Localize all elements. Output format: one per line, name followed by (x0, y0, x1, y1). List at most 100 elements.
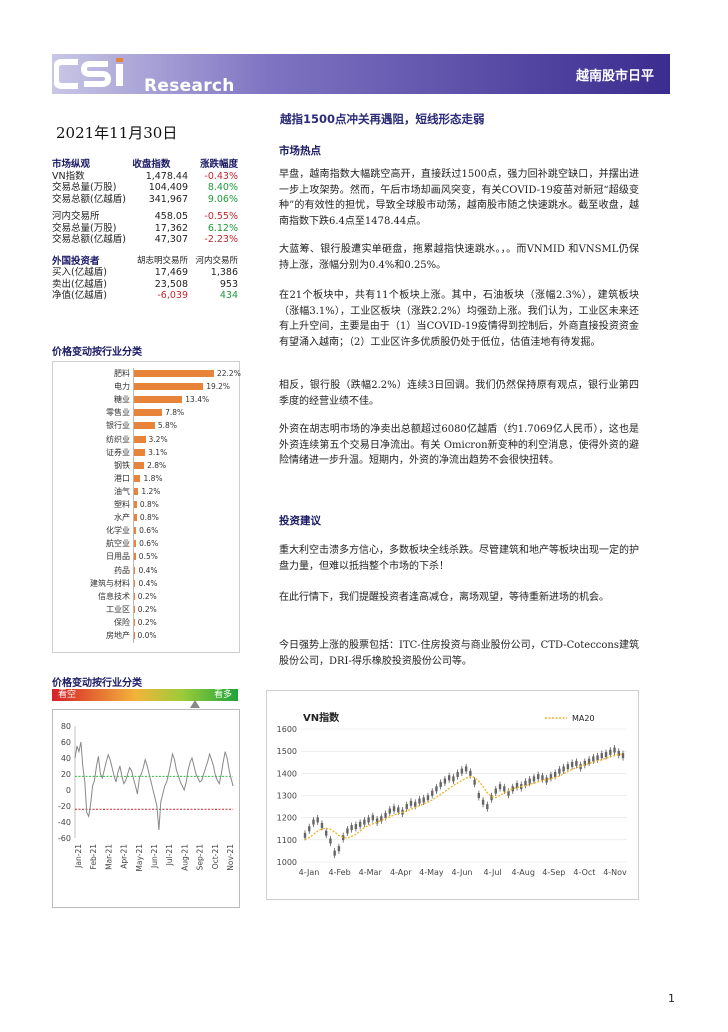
osc-y-tick: 0 (66, 786, 71, 795)
bar (134, 474, 141, 482)
vn-candle (308, 826, 311, 832)
osc-y-tick: 80 (61, 722, 71, 731)
row-value: 47,307 (154, 234, 188, 245)
bar-value-label: 1.2% (141, 486, 161, 496)
bar-category-label: 零售业 (106, 408, 130, 418)
vn-candle (426, 795, 430, 801)
bar-value-label: 0.2% (137, 604, 157, 614)
bar (134, 605, 135, 613)
foreign-header-row: 外国投资者 胡志明交易所 河内交易所 (52, 256, 238, 268)
bar-value-label: 3.1% (148, 447, 168, 457)
bar-value-label: 3.2% (148, 434, 168, 444)
row-value: 104,409 (148, 182, 188, 193)
headline: 越指1500点冲关再遇阻，短线形态走弱 (280, 112, 485, 126)
vn-candle (435, 786, 438, 792)
vn-candle (443, 778, 447, 784)
vn-x-tick: 4-Feb (329, 868, 351, 877)
row-label: 交易总额(亿越盾) (52, 193, 126, 205)
table-row: 交易总额(亿越盾) 341,967 9.06% (52, 194, 238, 206)
vn-y-tick: 1200 (277, 814, 297, 823)
vn-candle (456, 771, 459, 777)
bar-category-label: 证券业 (106, 447, 130, 457)
paragraph-2: 大蓝筹、银行股遭实单砸盘，拖累越指快速跳水。，。而VNMID 和VNSML仍保持… (279, 244, 639, 271)
osc-x-tick: Apr-21 (120, 844, 129, 869)
market-overview-table: 市场纵观 收盘指数 涨跌幅度 VN指数 1,478.44 -0.43% 交易总量… (52, 159, 238, 302)
vn-candle (469, 770, 472, 776)
vn-candle (371, 815, 375, 821)
bar (134, 592, 135, 600)
oscillator-chart: 80 60 40 20 0 -20 -40 -60 Jan-21 Feb-21 Mar-21 Apr-… (52, 709, 240, 908)
bar (134, 566, 136, 574)
vn-candle (587, 758, 591, 764)
report-date: 2021年11月30日 (56, 124, 178, 142)
vn-candle (312, 819, 315, 825)
vn-candle (570, 761, 574, 767)
bar-category-label: 银行业 (106, 421, 130, 431)
vn-x-tick: 4-May (419, 868, 444, 877)
table-row: 交易总额(亿越盾) 47,307 -2.23% (52, 234, 238, 246)
bar (134, 448, 146, 456)
bar (134, 527, 137, 535)
bar (134, 632, 135, 639)
vn-candle (418, 798, 421, 804)
vn-y-tick: 1600 (277, 725, 297, 734)
brand-research: Research (144, 76, 235, 96)
vn-candle (414, 801, 417, 807)
row-change: -2.23% (204, 234, 238, 245)
sector-chart-title: 价格变动按行业分类 (52, 347, 142, 358)
bar (134, 540, 137, 548)
ma20-line (304, 753, 624, 841)
osc-y-tick: 60 (61, 738, 71, 747)
osc-x-tick: Jul-21 (165, 844, 174, 867)
row-hcm: 23,508 (154, 278, 188, 290)
paragraph-1: 早盘，越南指数大幅跳空高开，直接跃过1500点，强力回补跳空缺口，并摆出进一步上… (279, 169, 639, 227)
vn-candle (609, 749, 612, 755)
osc-x-tick: Nov-21 (226, 844, 235, 871)
vn-chart-title: VN指数 (303, 711, 340, 724)
osc-x-tick: Aug-21 (180, 844, 189, 871)
row-hn: 953 (219, 278, 238, 290)
vn-x-tick: 4-Jun (452, 868, 473, 877)
row-hn: 434 (219, 290, 238, 301)
vn-candle (537, 774, 540, 780)
vn-candle (604, 751, 608, 757)
vn-candle (329, 838, 332, 844)
vn-candle (303, 832, 307, 838)
row-hcm: 17,469 (154, 267, 188, 278)
bar (134, 383, 204, 391)
paragraph-5: 外资在胡志明市场的净卖出总额超过6080亿越盾（约1.7069亿人民币），这也是… (279, 424, 639, 467)
vn-candle (363, 819, 366, 825)
bar-category-label: 油气 (114, 486, 130, 496)
bar-value-label: 0.5% (138, 552, 158, 562)
row-hcm: -6,039 (157, 290, 188, 301)
vn-candle (541, 775, 544, 781)
bar-axis-line (133, 368, 134, 643)
bar (134, 435, 146, 443)
gauge-marker-icon (190, 700, 200, 708)
bar-value-label: 0.8% (139, 513, 159, 523)
vn-candle (346, 828, 349, 834)
table-row: 买入(亿越盾) 17,469 1,386 (52, 267, 238, 279)
vn-candle (600, 753, 603, 759)
vn-candle (494, 788, 497, 794)
vn-candle (325, 830, 328, 836)
header-banner (52, 54, 670, 94)
bar-value-label: 1.8% (143, 473, 163, 483)
vn-candle (384, 812, 387, 818)
row-change: 9.06% (207, 193, 238, 205)
row-label: 交易总量(万股) (52, 222, 117, 234)
vn-candle (486, 804, 489, 810)
paragraph-3: 在21个板块中，共有11个板块上涨。其中，石油板块（涨幅2.3%），建筑板块（涨… (279, 290, 639, 348)
bar-value-label: 0.0% (137, 631, 157, 640)
vn-candle (553, 771, 557, 777)
vn-candle (558, 768, 561, 774)
vn-index-svg: VN指数 MA20 1600 1500 1400 1300 1200 1100 10004-Ja… (277, 711, 627, 877)
paragraph-7: 在此行情下，我们提醒投资者逢高减仓，离场观望，等待重新进场的机会。 (279, 592, 609, 603)
bar-value-label: 0.2% (137, 617, 157, 627)
bar-value-label: 0.4% (138, 578, 158, 588)
table-row: VN指数 1,478.44 -0.43% (52, 171, 238, 183)
bar-value-label: 0.6% (139, 539, 159, 549)
bar-value-label: 7.8% (165, 408, 185, 418)
bar-value-label: 22.2% (217, 369, 241, 378)
vn-candle (431, 790, 434, 796)
